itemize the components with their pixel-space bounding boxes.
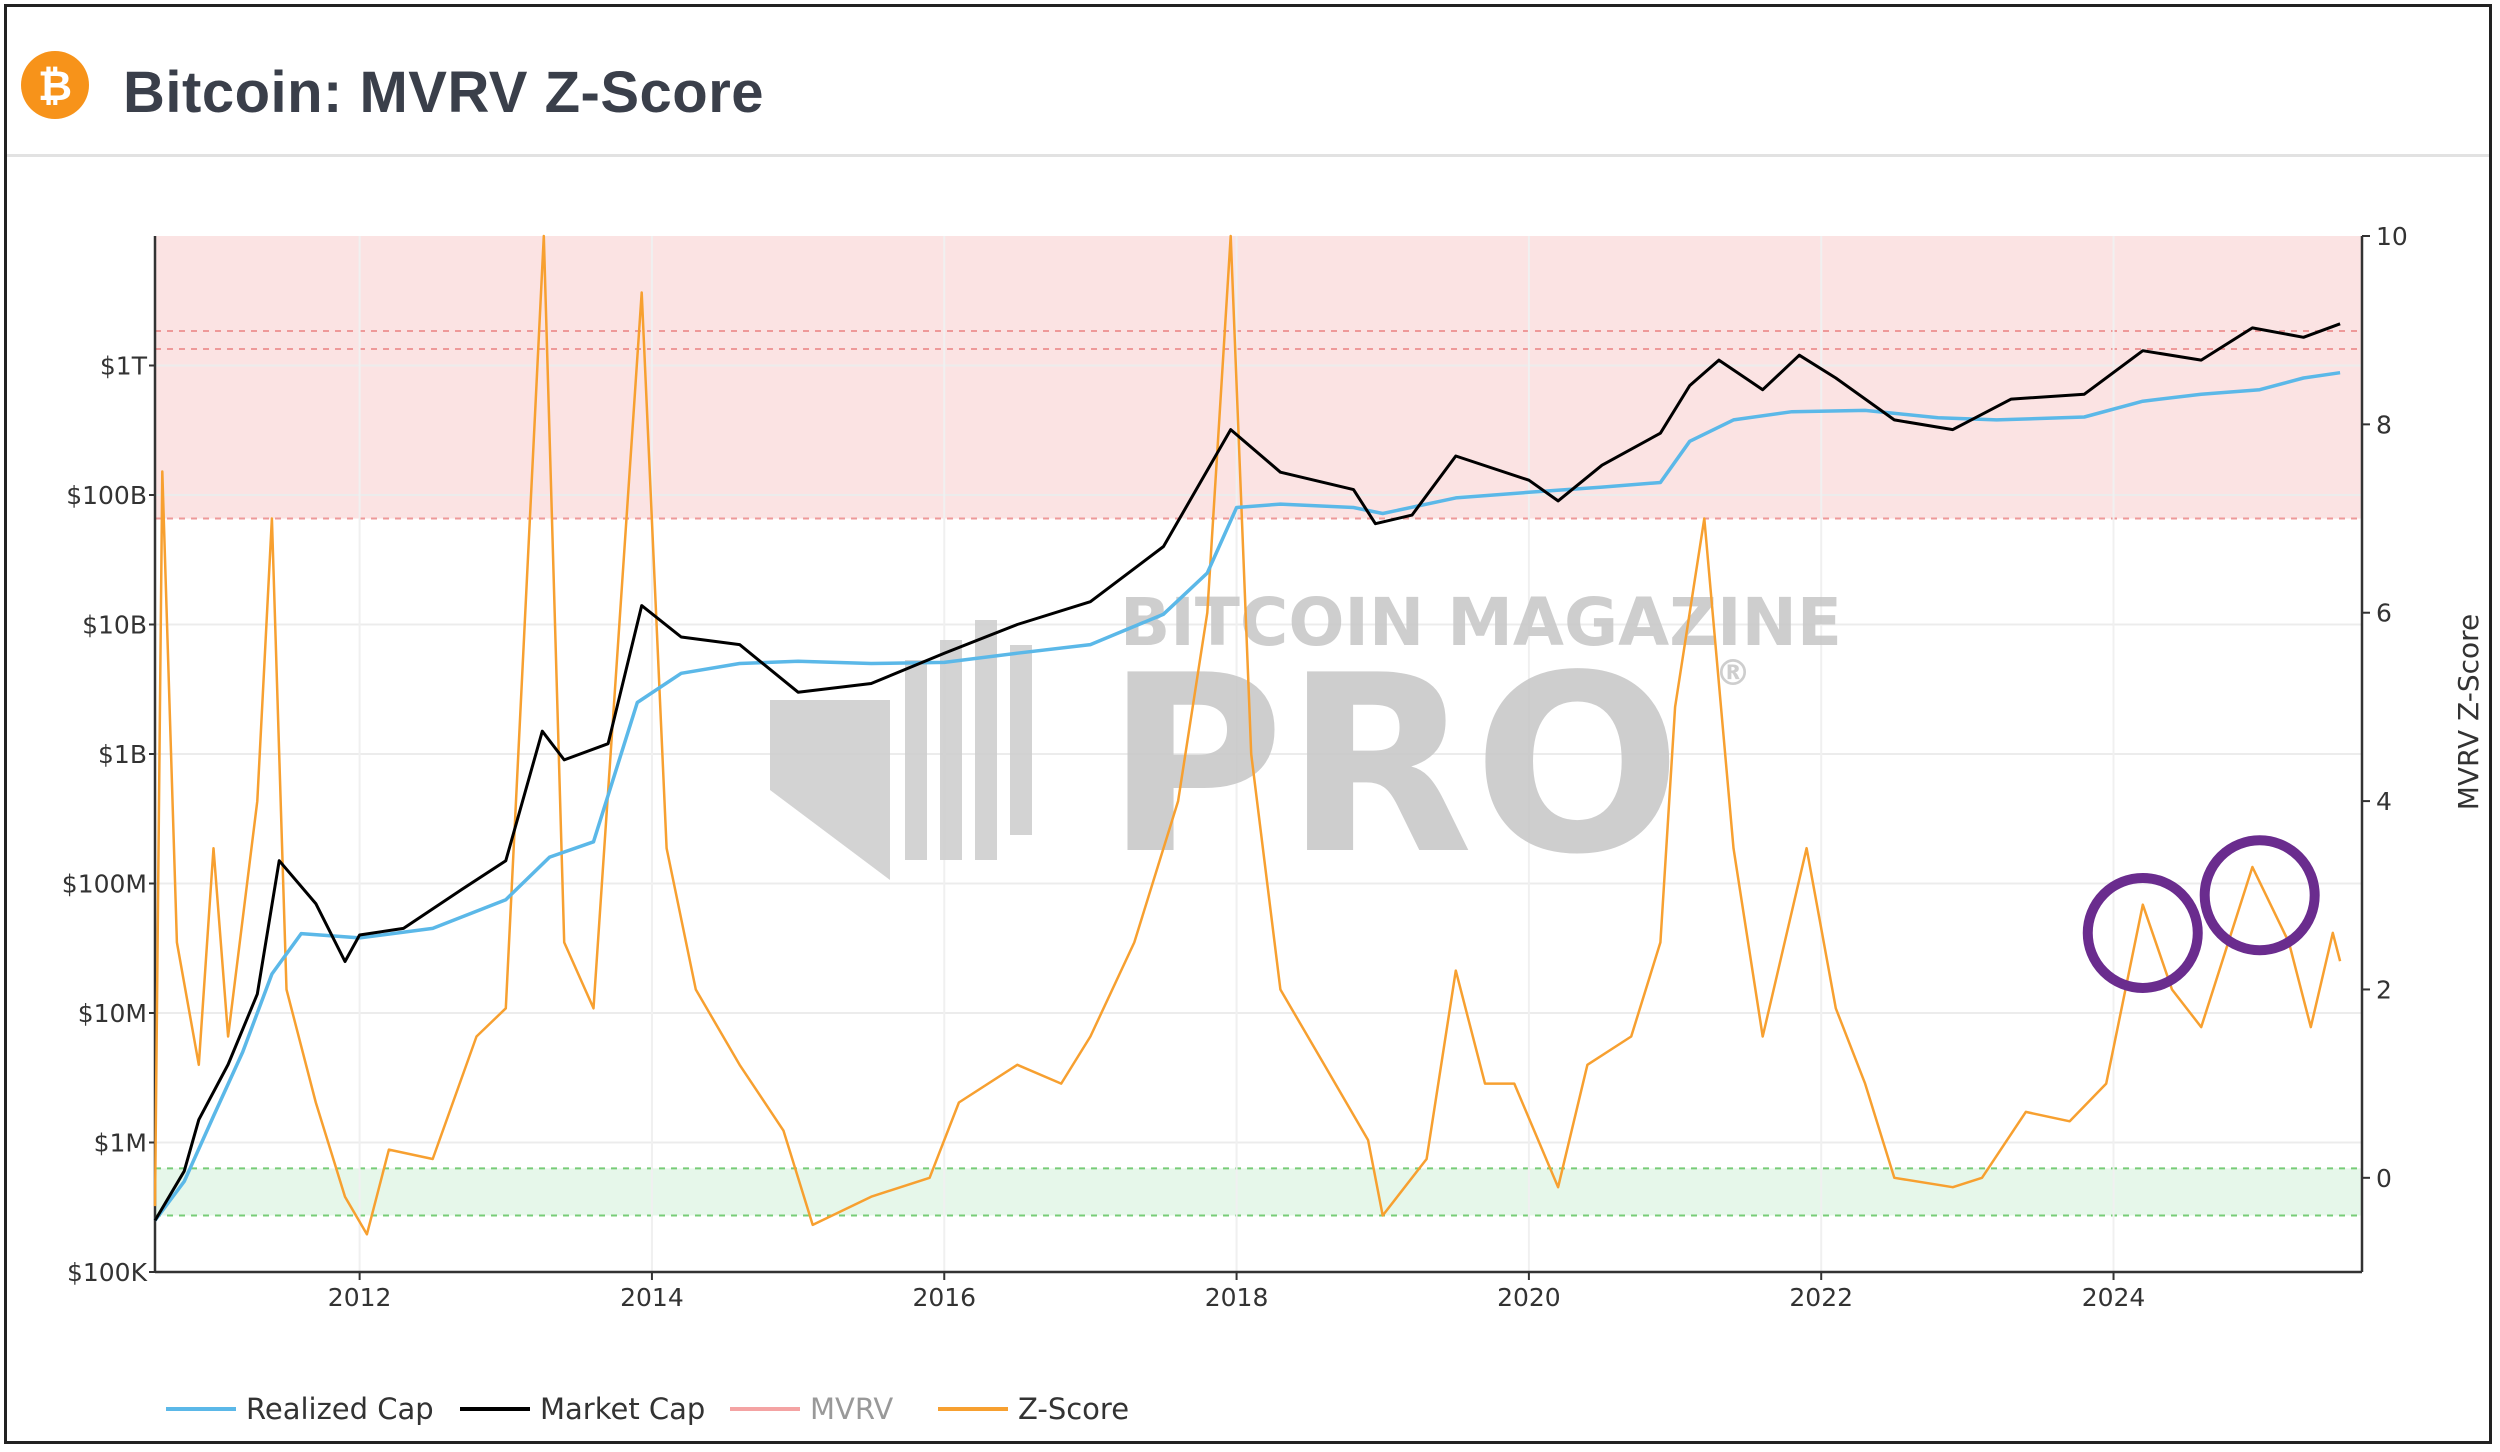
watermark: BITCOIN MAGAZINE PRO ® — [770, 584, 1842, 908]
watermark-emblem-icon — [770, 620, 1032, 880]
left-tick-label: $100M — [62, 870, 147, 899]
right-tick-label: 0 — [2376, 1164, 2392, 1193]
watermark-line1: BITCOIN MAGAZINE — [1120, 584, 1842, 661]
x-tick-label: 2012 — [328, 1283, 392, 1312]
left-tick-label: $1M — [94, 1129, 147, 1158]
right-axis-title: MVRV Z-Score — [2452, 614, 2485, 811]
x-tick-label: 2014 — [620, 1283, 684, 1312]
x-tick-label: 2020 — [1497, 1283, 1561, 1312]
left-tick-label: $10B — [82, 611, 147, 640]
left-tick-label: $1T — [100, 352, 148, 381]
right-tick-label: 4 — [2376, 787, 2392, 816]
legend-item-label: Z-Score — [1018, 1392, 1129, 1426]
right-tick-label: 10 — [2376, 222, 2408, 251]
right-tick-label: 8 — [2376, 410, 2392, 439]
legend: Realized Cap Market Cap MVRV Z-Score — [166, 1392, 1129, 1426]
red-zone-band — [155, 236, 2362, 519]
realized-cap-line — [153, 370, 2341, 1222]
left-tick-label: $10M — [78, 999, 147, 1028]
left-tick-label: $100B — [66, 481, 147, 510]
page-title: Bitcoin: MVRV Z-Score — [123, 60, 765, 125]
legend-item-label: Realized Cap — [246, 1392, 434, 1426]
chart-header: ₿ Bitcoin: MVRV Z-Score — [7, 7, 2489, 157]
right-tick-label: 2 — [2376, 975, 2392, 1004]
legend-item-label: MVRV — [810, 1392, 893, 1426]
highlight-circle — [2082, 872, 2203, 993]
zone-bands — [155, 236, 2362, 1217]
watermark-registered: ® — [1715, 653, 1751, 694]
z-score-line — [153, 234, 2342, 1236]
tick-labels: $100K $1M $10M $100M $1B $10B $100B $1T 0 2 4 6 8 10 2… — [62, 222, 2408, 1312]
x-tick-label: 2024 — [2082, 1283, 2146, 1312]
bitcoin-logo-icon: ₿ — [21, 51, 89, 119]
watermark-line2: PRO — [1105, 623, 1682, 908]
x-tick-label: 2018 — [1205, 1283, 1269, 1312]
market-cap-line — [153, 322, 2341, 1222]
series-layer — [153, 234, 2342, 1236]
highlight-circles — [2082, 835, 2320, 993]
x-tick-label: 2016 — [912, 1283, 976, 1312]
highlight-circle — [2199, 835, 2320, 956]
green-zone-band — [155, 1168, 2362, 1216]
left-tick-label: $100K — [67, 1258, 148, 1287]
x-tick-label: 2022 — [1789, 1283, 1853, 1312]
left-tick-label: $1B — [98, 740, 147, 769]
right-tick-label: 6 — [2376, 599, 2392, 628]
legend-item-label: Market Cap — [540, 1392, 705, 1426]
